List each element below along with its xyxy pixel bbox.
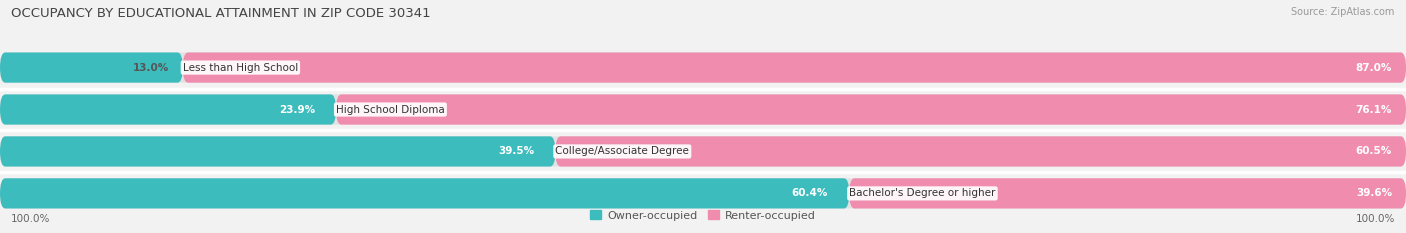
- Text: 60.4%: 60.4%: [792, 188, 828, 198]
- FancyBboxPatch shape: [0, 136, 555, 167]
- Text: 39.5%: 39.5%: [498, 147, 534, 156]
- Text: 13.0%: 13.0%: [132, 63, 169, 72]
- Legend: Owner-occupied, Renter-occupied: Owner-occupied, Renter-occupied: [586, 206, 820, 225]
- Text: High School Diploma: High School Diploma: [336, 105, 444, 114]
- FancyBboxPatch shape: [0, 52, 1406, 83]
- FancyBboxPatch shape: [0, 178, 849, 209]
- FancyBboxPatch shape: [849, 178, 1406, 209]
- Text: 39.6%: 39.6%: [1355, 188, 1392, 198]
- FancyBboxPatch shape: [0, 136, 1406, 167]
- FancyBboxPatch shape: [0, 94, 1406, 125]
- FancyBboxPatch shape: [183, 52, 1406, 83]
- Text: 60.5%: 60.5%: [1355, 147, 1392, 156]
- Text: Source: ZipAtlas.com: Source: ZipAtlas.com: [1291, 7, 1395, 17]
- Text: Less than High School: Less than High School: [183, 63, 298, 72]
- FancyBboxPatch shape: [0, 178, 1406, 209]
- Text: 76.1%: 76.1%: [1355, 105, 1392, 114]
- FancyBboxPatch shape: [336, 94, 1406, 125]
- FancyBboxPatch shape: [0, 52, 183, 83]
- Text: OCCUPANCY BY EDUCATIONAL ATTAINMENT IN ZIP CODE 30341: OCCUPANCY BY EDUCATIONAL ATTAINMENT IN Z…: [11, 7, 430, 20]
- Text: 100.0%: 100.0%: [11, 214, 51, 224]
- FancyBboxPatch shape: [555, 136, 1406, 167]
- FancyBboxPatch shape: [0, 94, 336, 125]
- Text: 87.0%: 87.0%: [1355, 63, 1392, 72]
- Text: College/Associate Degree: College/Associate Degree: [555, 147, 689, 156]
- Text: Bachelor's Degree or higher: Bachelor's Degree or higher: [849, 188, 995, 198]
- Text: 100.0%: 100.0%: [1355, 214, 1395, 224]
- Text: 23.9%: 23.9%: [278, 105, 315, 114]
